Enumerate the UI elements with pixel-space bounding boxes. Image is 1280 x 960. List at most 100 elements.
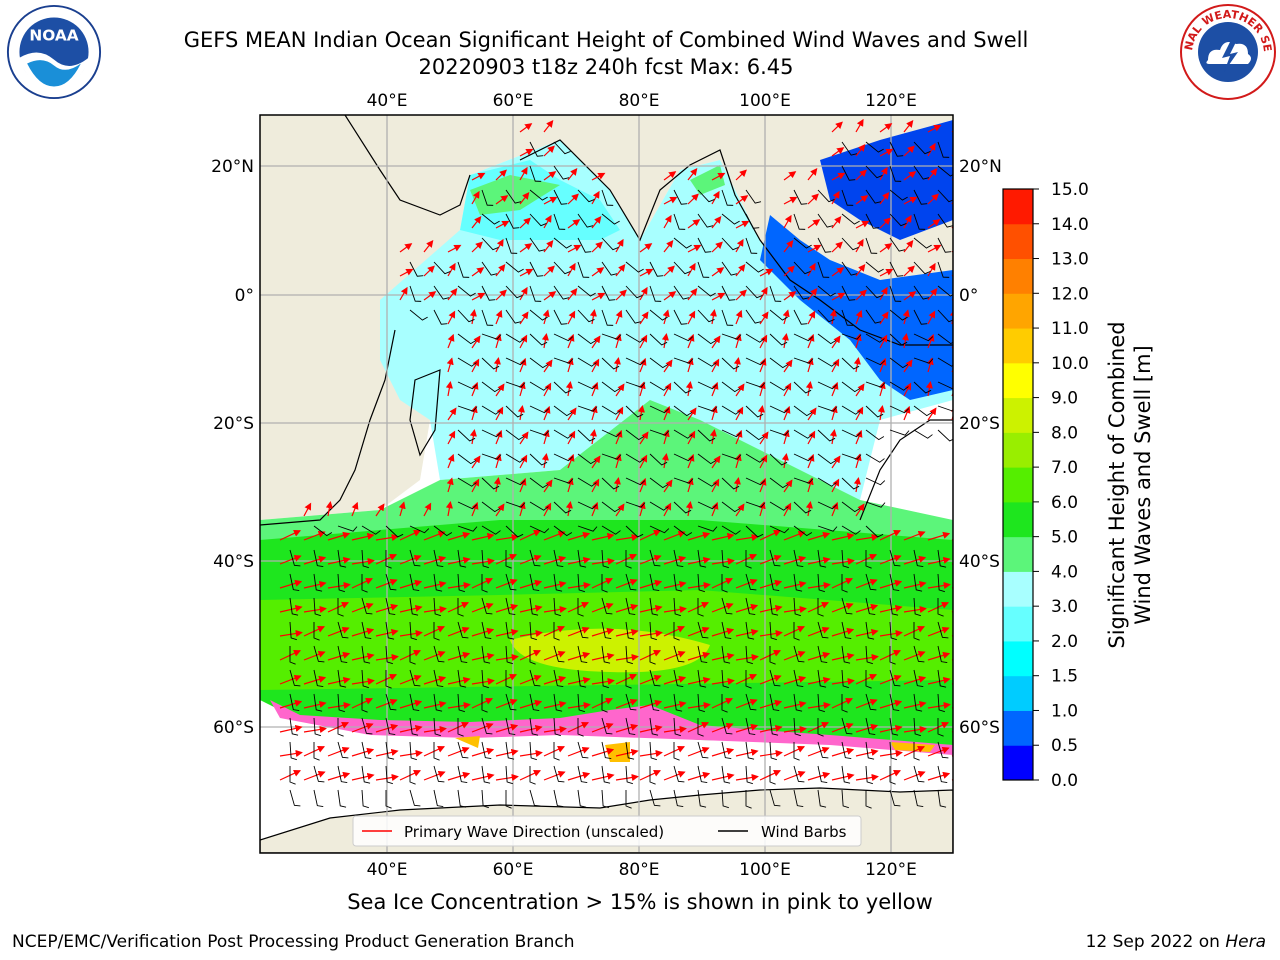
wind-barb: [313, 597, 321, 617]
wind-barb: [361, 621, 372, 640]
wave-direction-arrow: [423, 530, 446, 541]
colorbar-band: [1003, 397, 1033, 433]
wind-barb: [962, 670, 969, 688]
wind-barb: [529, 141, 544, 157]
wave-direction-arrow: [279, 579, 303, 589]
colorbar: 0.0 0.5 1.0 1.5 2.0 3.0 4.0 5.0 6.0 7.0 8.0 9.0 10.0…: [1002, 180, 1155, 791]
wave-direction-arrow: [615, 503, 625, 517]
wave-direction-arrow: [807, 262, 816, 277]
wave-direction-arrow: [591, 722, 614, 733]
wind-barb: [385, 621, 395, 640]
wind-barb: [913, 189, 928, 205]
wave-direction-arrow: [831, 190, 840, 205]
wave-direction-arrow: [543, 580, 567, 589]
lat-tick-right: 20°N: [959, 157, 1002, 177]
wind-barb: [673, 453, 694, 462]
wave-direction-arrow: [831, 772, 855, 781]
wave-direction-arrow: [735, 698, 758, 709]
wind-barb: [457, 549, 467, 568]
wave-direction-arrow: [517, 405, 525, 421]
wind-barb: [601, 574, 608, 593]
wave-direction-arrow: [589, 429, 597, 445]
wave-direction-arrow: [423, 265, 435, 277]
wave-direction-arrow: [375, 628, 399, 637]
wind-barb: [697, 621, 709, 639]
wind-barb: [913, 669, 924, 688]
wave-direction-arrow: [615, 603, 639, 613]
wind-barb: [913, 742, 920, 761]
wind-barb: [577, 237, 592, 253]
wind-barb: [721, 621, 732, 640]
wave-direction-arrow: [927, 168, 938, 181]
wave-direction-arrow: [351, 747, 375, 757]
wind-barb: [337, 741, 349, 759]
wave-direction-arrow: [567, 676, 591, 685]
wind-barb: [697, 718, 704, 737]
wind-barb: [865, 525, 884, 538]
wind-barb: [937, 549, 947, 568]
wind-barb: [793, 525, 813, 537]
wind-barb: [721, 309, 734, 326]
wave-direction-arrow: [663, 359, 673, 373]
wave-direction-arrow: [759, 674, 782, 685]
wave-direction-arrow: [591, 216, 602, 229]
wind-barb: [817, 261, 830, 278]
wave-direction-arrow: [902, 309, 910, 325]
wave-direction-arrow: [879, 268, 894, 277]
wind-barb: [577, 573, 585, 593]
wind-barb: [505, 453, 525, 463]
wave-direction-arrow: [351, 652, 375, 661]
wind-barb: [361, 669, 369, 689]
wave-direction-arrow: [495, 383, 505, 397]
wind-barb: [769, 741, 777, 761]
wave-direction-arrow: [375, 603, 399, 613]
wave-direction-arrow: [471, 172, 486, 181]
wave-direction-arrow: [783, 291, 797, 301]
wind-barb: [697, 693, 705, 713]
wind-barb: [721, 789, 729, 809]
wind-barb: [481, 357, 500, 370]
wind-barb: [577, 357, 597, 367]
wind-barb: [649, 405, 670, 414]
wind-barb: [721, 213, 740, 225]
wind-barb: [769, 405, 790, 414]
wave-direction-arrow: [879, 529, 902, 541]
wave-direction-arrow: [303, 700, 327, 709]
wind-barb: [457, 765, 468, 784]
wave-direction-arrow: [541, 333, 549, 349]
wind-barb: [745, 670, 752, 689]
wind-barb: [817, 693, 825, 713]
wind-barb: [577, 549, 587, 568]
wind-barb: [937, 285, 953, 297]
wind-barb: [553, 213, 566, 230]
wave-direction-arrow: [471, 292, 486, 301]
wind-barb: [601, 789, 609, 809]
footer-date: 12 Sep 2022 on Hera: [1086, 932, 1266, 952]
lon-ticks-top: 40°E 60°E 80°E 100°E 120°E: [367, 91, 917, 111]
wind-barb: [817, 621, 829, 639]
colorbar-tick-label: 5.0: [1051, 528, 1078, 548]
wind-barb: [673, 357, 694, 364]
colorbar-band: [1003, 189, 1033, 225]
wind-barb: [457, 525, 478, 532]
wind-barb: [481, 669, 489, 689]
wind-barb: [553, 285, 570, 300]
wave-direction-arrow: [687, 676, 711, 685]
wind-barb: [457, 645, 468, 664]
wind-barb: [889, 573, 900, 592]
wind-barb: [697, 669, 707, 688]
wind-barb: [673, 405, 693, 417]
wind-barb: [505, 309, 522, 324]
wind-barb: [889, 333, 908, 346]
wind-barb: [457, 621, 469, 639]
wave-direction-arrow: [951, 610, 953, 613]
wave-direction-arrow: [639, 243, 653, 253]
wave-direction-arrow: [567, 193, 579, 205]
wind-barb: [721, 501, 741, 513]
wave-direction-arrow: [303, 770, 326, 781]
wind-barb: [889, 237, 906, 252]
wind-barb: [769, 381, 789, 391]
wave-direction-arrow: [951, 706, 953, 709]
wave-direction-arrow: [879, 554, 902, 565]
wave-direction-arrow: [541, 453, 549, 469]
